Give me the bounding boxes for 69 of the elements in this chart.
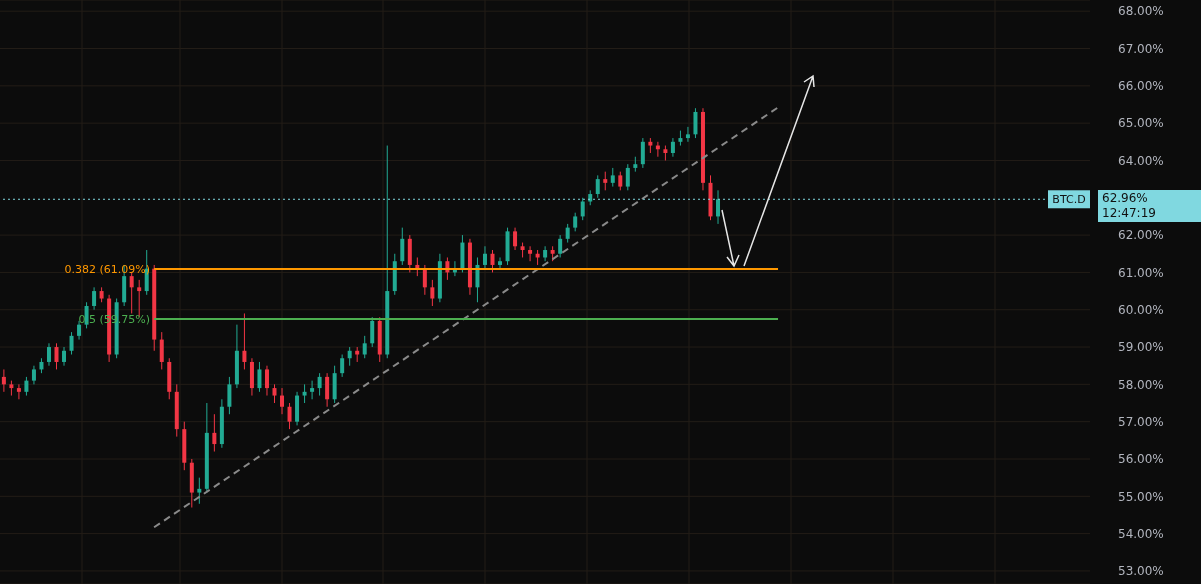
candlestick	[302, 383, 307, 404]
candlestick	[716, 189, 721, 225]
candlestick	[685, 126, 690, 143]
y-tick-label: 62.00%	[1118, 228, 1164, 243]
y-tick-label: 61.00%	[1118, 265, 1164, 280]
y-tick-label: 66.00%	[1118, 79, 1164, 94]
ref-line-label: 0.382 (61.09%)	[64, 263, 151, 277]
candlestick	[670, 137, 675, 158]
candlestick	[580, 197, 585, 221]
candlestick	[603, 171, 608, 191]
candlestick	[159, 331, 164, 370]
candlestick	[54, 342, 59, 370]
y-tick-label: 53.00%	[1118, 564, 1164, 579]
candlestick	[625, 163, 630, 191]
candlestick	[347, 346, 352, 367]
y-tick-label: 68.00%	[1118, 4, 1164, 19]
candlestick	[69, 331, 74, 355]
candlestick	[31, 365, 36, 385]
candlestick	[92, 286, 97, 311]
y-tick-label: 55.00%	[1118, 489, 1164, 504]
candlestick	[640, 137, 645, 169]
candlestick	[280, 387, 285, 415]
text: 12:47:19	[1102, 206, 1157, 222]
y-tick-label: 64.00%	[1118, 153, 1164, 168]
candlestick	[1, 368, 6, 393]
candlestick	[24, 376, 29, 397]
candlestick	[422, 264, 427, 296]
candlestick	[370, 316, 375, 348]
candlestick	[693, 107, 698, 139]
candlestick	[197, 477, 202, 505]
candlestick	[618, 171, 623, 191]
y-tick-label: 59.00%	[1118, 340, 1164, 355]
y-tick-label: 58.00%	[1118, 377, 1164, 392]
y-tick-label: 57.00%	[1118, 414, 1164, 429]
candlestick	[310, 380, 315, 400]
candlestick	[430, 279, 435, 307]
candlestick	[264, 365, 269, 397]
ref-line-label: BTC.D	[1052, 193, 1086, 207]
candlestick	[62, 346, 67, 367]
candlestick	[227, 376, 232, 415]
candlestick	[16, 383, 21, 400]
candlestick	[362, 335, 367, 359]
candlestick	[287, 402, 292, 430]
candlestick	[543, 245, 548, 262]
candlestick	[565, 223, 570, 244]
candlestick	[528, 245, 533, 262]
candlestick	[513, 227, 518, 251]
candlestick	[482, 245, 487, 270]
y-tick-label: 67.00%	[1118, 41, 1164, 56]
y-tick-label: 65.00%	[1118, 116, 1164, 131]
candlestick	[325, 372, 330, 408]
y-tick-label: 56.00%	[1118, 452, 1164, 467]
candlestick	[272, 383, 277, 404]
candlestick	[340, 354, 345, 378]
candlestick	[610, 167, 615, 188]
candlestick	[498, 256, 503, 270]
candlestick	[46, 342, 51, 367]
candlestick	[212, 413, 217, 453]
candlestick	[558, 234, 563, 258]
candlestick	[257, 361, 262, 393]
candlestick	[490, 249, 495, 273]
candlestick	[317, 372, 322, 397]
candlestick	[573, 212, 578, 232]
candlestick	[400, 227, 405, 266]
candlestick	[595, 174, 600, 199]
y-tick-label: 54.00%	[1118, 526, 1164, 541]
candlestick	[242, 312, 247, 370]
text: 62.96%	[1102, 191, 1149, 207]
y-tick-label: 60.00%	[1118, 302, 1164, 317]
